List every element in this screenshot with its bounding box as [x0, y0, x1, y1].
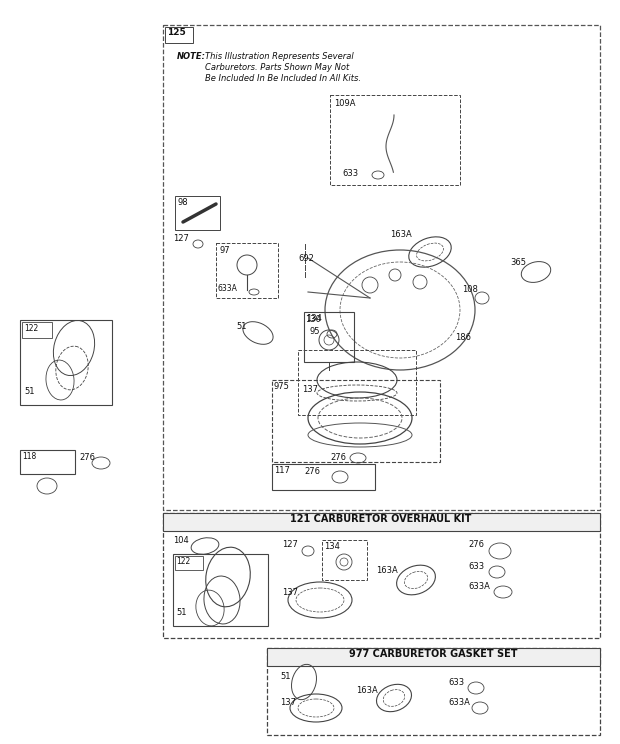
Bar [272, 380, 440, 462]
Text: 51: 51 [24, 387, 35, 396]
Text: 633A: 633A [448, 698, 470, 707]
Text: 134: 134 [306, 314, 322, 323]
Text: 118: 118 [22, 452, 36, 461]
Text: 186: 186 [455, 333, 471, 342]
Text: 633: 633 [342, 169, 358, 178]
Bar [165, 27, 193, 43]
Bar [267, 648, 600, 666]
Text: 51: 51 [176, 608, 187, 617]
Text: 137: 137 [302, 385, 318, 394]
Text: 163A: 163A [390, 230, 412, 239]
Text: 276: 276 [79, 453, 95, 462]
Text: 365: 365 [510, 258, 526, 267]
Bar [22, 322, 52, 338]
Bar [322, 540, 367, 580]
Text: 276: 276 [304, 467, 320, 476]
Text: 134: 134 [324, 542, 340, 551]
Text: 977 CARBURETOR GASKET SET: 977 CARBURETOR GASKET SET [348, 649, 517, 659]
Bar [163, 25, 600, 510]
Bar [330, 95, 460, 185]
Text: 633A: 633A [218, 284, 238, 293]
Text: 276: 276 [468, 540, 484, 549]
Bar [298, 350, 416, 415]
Text: 108: 108 [462, 285, 478, 294]
Text: 125: 125 [167, 28, 186, 37]
Text: 276: 276 [330, 453, 346, 462]
Text: 633: 633 [468, 562, 484, 571]
Bar [173, 554, 268, 626]
Text: 137: 137 [282, 588, 298, 597]
Bar [20, 450, 75, 474]
Text: 692: 692 [298, 254, 314, 263]
Text: 51: 51 [280, 672, 291, 681]
Bar [267, 648, 600, 735]
Text: This Illustration Represents Several: This Illustration Represents Several [205, 52, 354, 61]
Bar [20, 320, 112, 405]
Bar [175, 556, 203, 570]
Text: 109A: 109A [334, 99, 355, 108]
Bar [163, 513, 600, 638]
Text: 95: 95 [310, 327, 321, 336]
Bar [216, 243, 278, 298]
Text: 97: 97 [219, 246, 229, 255]
Text: 633A: 633A [468, 582, 490, 591]
Text: Carburetors. Parts Shown May Not: Carburetors. Parts Shown May Not [205, 63, 349, 72]
Text: 121 CARBURETOR OVERHAUL KIT: 121 CARBURETOR OVERHAUL KIT [290, 514, 472, 524]
Text: Be Included In Be Included In All Kits.: Be Included In Be Included In All Kits. [205, 74, 361, 83]
Text: 127: 127 [282, 540, 298, 549]
Text: 117: 117 [274, 466, 290, 475]
Text: 163A: 163A [356, 686, 378, 695]
Bar [272, 464, 375, 490]
Text: 137: 137 [280, 698, 296, 707]
Bar [163, 513, 600, 531]
Bar [175, 196, 220, 230]
Text: 104: 104 [173, 536, 188, 545]
Text: 130: 130 [305, 315, 321, 324]
Text: 163A: 163A [376, 566, 398, 575]
Text: 51: 51 [236, 322, 247, 331]
Text: 127: 127 [173, 234, 189, 243]
Text: 633: 633 [448, 678, 464, 687]
Text: NOTE:: NOTE: [177, 52, 206, 61]
Text: 975: 975 [274, 382, 290, 391]
Text: 122: 122 [176, 557, 190, 566]
Text: 98: 98 [177, 198, 188, 207]
Text: 122: 122 [24, 324, 38, 333]
Bar [304, 312, 354, 362]
